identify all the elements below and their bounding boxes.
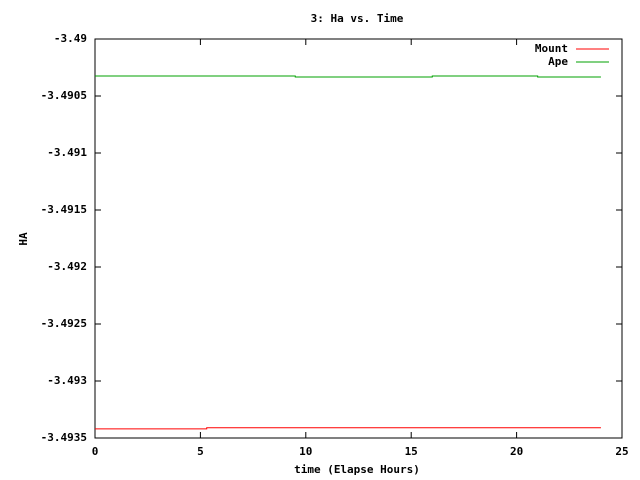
y-tick-label: -3.491 (47, 146, 87, 159)
legend-label: Mount (535, 42, 568, 55)
x-tick-label: 0 (92, 445, 99, 458)
y-tick-label: -3.4925 (41, 317, 87, 330)
plot-border (94, 38, 623, 439)
legend-label: Ape (548, 55, 568, 68)
y-tick-label: -3.4915 (41, 203, 87, 216)
x-tick-label: 10 (299, 445, 312, 458)
y-axis-label: HA (17, 232, 30, 246)
series-line (95, 75, 601, 78)
x-tick-label: 5 (197, 445, 204, 458)
x-tick-label: 20 (510, 445, 523, 458)
chart-title: 3: Ha vs. Time (311, 12, 404, 25)
y-tick-label: -3.493 (47, 374, 87, 387)
x-tick-label: 25 (615, 445, 628, 458)
y-tick-label: -3.4935 (41, 431, 87, 444)
x-axis-label: time (Elapse Hours) (294, 463, 420, 476)
series-line (95, 427, 601, 430)
y-tick-label: -3.492 (47, 260, 87, 273)
y-tick-label: -3.49 (54, 32, 87, 45)
x-tick-label: 15 (405, 445, 418, 458)
y-tick-label: -3.4905 (41, 89, 87, 102)
